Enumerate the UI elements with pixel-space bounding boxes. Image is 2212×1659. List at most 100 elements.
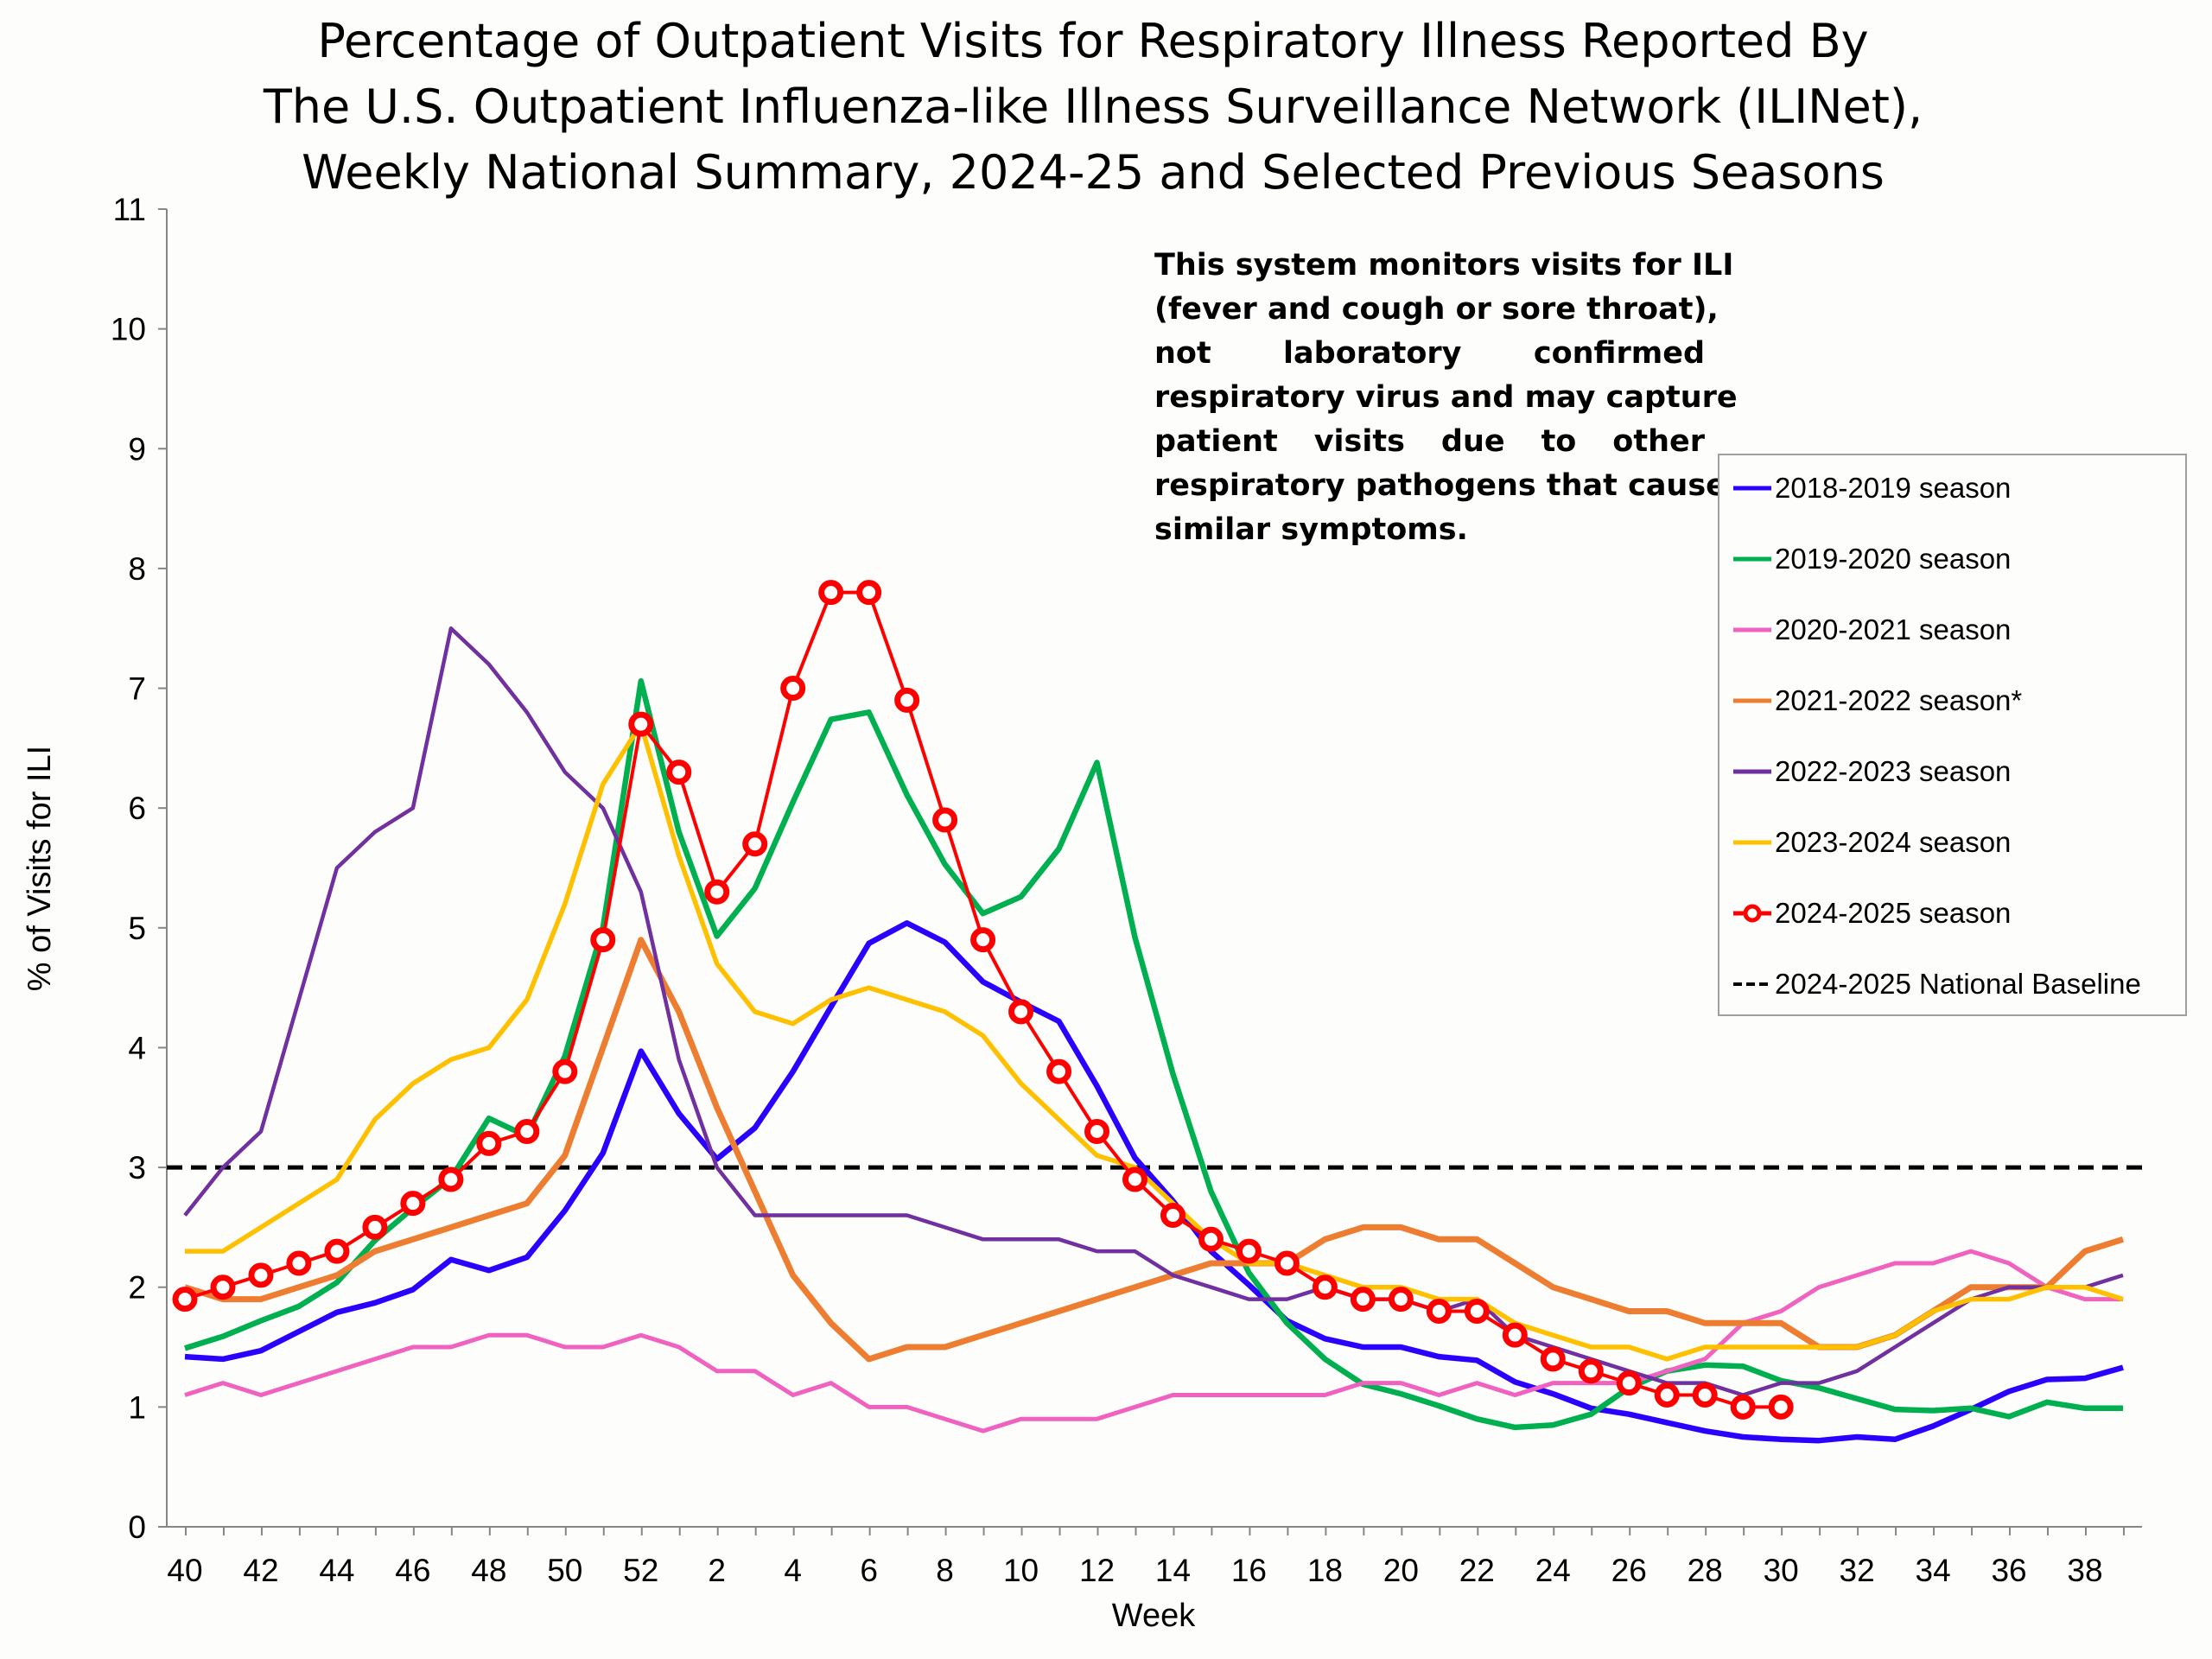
legend-item: 2023-2024 season (1732, 825, 2011, 860)
data-point (1122, 1166, 1147, 1192)
legend-item: 2021-2022 season* (1732, 683, 2022, 718)
data-point (1464, 1298, 1490, 1324)
annotation-line: not laboratory confirmed (1154, 336, 1705, 371)
legend-label: 2021-2022 season* (1775, 684, 2023, 716)
y-tick-label: 10 (111, 312, 146, 347)
x-tick-label: 20 (1383, 1553, 1419, 1588)
x-tick-label: 2 (708, 1553, 726, 1588)
legend-swatch (1733, 556, 1771, 562)
legend-label: 2024-2025 National Baseline (1775, 968, 2141, 1000)
x-tick-label: 28 (1688, 1553, 1723, 1588)
data-point (286, 1250, 312, 1276)
x-tick-label: 40 (167, 1553, 202, 1588)
data-point (1274, 1250, 1300, 1276)
data-point (248, 1262, 274, 1288)
data-point (932, 807, 958, 833)
data-point (476, 1130, 502, 1156)
y-tick-label: 8 (128, 551, 146, 587)
legend-label: 2020-2021 season (1775, 613, 2012, 645)
legend-swatch (1733, 627, 1771, 632)
legend-label: 2024-2025 season (1775, 897, 2012, 929)
data-point (1388, 1287, 1414, 1313)
data-point (1160, 1203, 1185, 1229)
data-point (1312, 1274, 1338, 1300)
x-tick-label: 10 (1003, 1553, 1039, 1588)
x-tick-label: 26 (1611, 1553, 1647, 1588)
y-tick-label: 6 (128, 791, 146, 826)
data-point (552, 1058, 578, 1084)
legend-item: 2019-2020 season (1732, 542, 2011, 576)
title-line: Percentage of Outpatient Visits for Resp… (317, 14, 1869, 68)
legend-label: 2022-2023 season (1775, 755, 2012, 787)
data-point (1502, 1322, 1528, 1348)
x-tick-label: 46 (395, 1553, 430, 1588)
x-tick-label: 18 (1307, 1553, 1343, 1588)
data-point (1540, 1346, 1566, 1372)
data-point (818, 580, 844, 606)
data-point (1046, 1058, 1072, 1084)
legend-swatch (1733, 486, 1771, 491)
legend-swatch (1733, 840, 1771, 845)
legend-swatch (1733, 982, 1771, 986)
data-point (1768, 1394, 1794, 1420)
annotation-line: patient visits due to other (1154, 424, 1705, 459)
data-point (856, 580, 882, 606)
y-tick-label: 11 (113, 192, 146, 227)
legend-swatch (1733, 769, 1771, 774)
series-line-2024-2025-season (184, 590, 1782, 1409)
y-tick-label: 2 (128, 1270, 146, 1306)
x-tick-label: 42 (243, 1553, 278, 1588)
data-point (1236, 1238, 1262, 1264)
y-tick-label: 7 (128, 671, 146, 707)
data-point (1654, 1382, 1680, 1408)
data-point (970, 927, 996, 953)
legend-item: 2024-2025 season (1732, 896, 2011, 931)
data-point (704, 879, 730, 905)
legend: 2018-2019 season 2019-2020 season 2020-202… (1718, 454, 2187, 1016)
data-point (1084, 1119, 1110, 1144)
series-line-2018-2019-season (184, 920, 2124, 1444)
legend-item: 2020-2021 season (1732, 613, 2011, 647)
legend-label: 2018-2019 season (1775, 472, 2012, 504)
x-tick-label: 30 (1764, 1553, 1799, 1588)
x-tick-label: 22 (1459, 1553, 1495, 1588)
legend-swatch (1733, 698, 1771, 703)
data-point (1616, 1370, 1642, 1396)
y-tick-label: 9 (128, 431, 146, 467)
data-point (1730, 1394, 1756, 1420)
legend-item: 2018-2019 season (1732, 471, 2011, 505)
data-point (628, 711, 654, 737)
data-point (666, 760, 692, 785)
legend-item: 2022-2023 season (1732, 754, 2011, 789)
annotation: This system monitors visits for ILI (fev… (1154, 244, 1738, 552)
x-tick-label: 36 (1991, 1553, 2026, 1588)
legend-marker (1743, 904, 1762, 923)
data-point (1350, 1287, 1376, 1313)
data-point (514, 1119, 540, 1144)
x-tick-label: 52 (623, 1553, 658, 1588)
annotation-line: respiratory pathogens that cause (1154, 468, 1726, 503)
annotation-line: respiratory virus and may capture (1154, 380, 1738, 415)
x-tick-label: 38 (2067, 1553, 2102, 1588)
x-tick-label: 14 (1155, 1553, 1191, 1588)
x-tick-label: 34 (1916, 1553, 1951, 1588)
x-tick-label: 6 (860, 1553, 878, 1588)
annotation-line: similar symptoms. (1154, 512, 1468, 547)
y-tick-label: 5 (128, 911, 146, 946)
y-tick-label: 4 (128, 1030, 146, 1065)
data-point (742, 831, 768, 857)
y-tick-label: 3 (128, 1150, 146, 1185)
data-point (362, 1214, 388, 1240)
series-line-2021-2022-season- (183, 937, 2125, 1363)
data-point (1198, 1226, 1224, 1252)
series-line-2023-2024-season (185, 721, 2124, 1362)
legend-item: 2024-2025 National Baseline (1732, 967, 2141, 1001)
x-tick-label: 4 (784, 1553, 802, 1588)
series-line-2022-2023-season (183, 626, 2124, 1397)
x-tick-label: 50 (547, 1553, 582, 1588)
data-point (400, 1191, 426, 1217)
x-tick-label: 12 (1079, 1553, 1115, 1588)
annotation-line: (fever and cough or sore throat), (1154, 292, 1719, 327)
